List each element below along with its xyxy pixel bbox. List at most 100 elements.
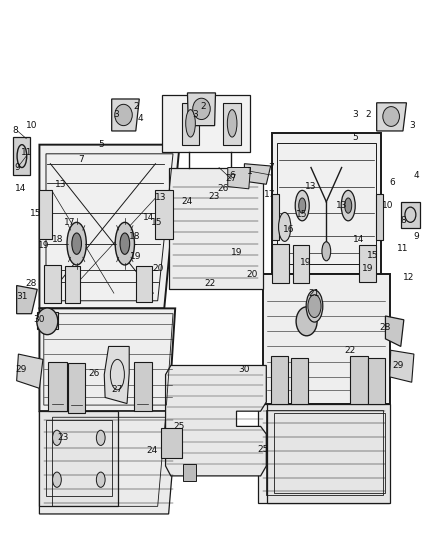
Polygon shape (134, 362, 152, 411)
Text: 14: 14 (143, 213, 155, 222)
Text: 7: 7 (78, 156, 84, 164)
Text: 15: 15 (296, 210, 307, 219)
Polygon shape (65, 266, 80, 303)
Polygon shape (17, 354, 43, 389)
Text: 26: 26 (88, 369, 100, 377)
Polygon shape (169, 167, 263, 289)
Ellipse shape (72, 233, 81, 254)
Text: 8: 8 (400, 216, 406, 225)
Text: 13: 13 (155, 193, 167, 203)
Polygon shape (112, 99, 139, 131)
Text: 3: 3 (409, 121, 415, 130)
Bar (183, 464, 196, 481)
Text: 9: 9 (14, 163, 21, 172)
Text: 18: 18 (52, 236, 64, 244)
Text: 13: 13 (336, 201, 347, 210)
Polygon shape (39, 411, 177, 514)
Text: 29: 29 (15, 365, 27, 374)
Polygon shape (263, 274, 390, 403)
Polygon shape (162, 95, 250, 152)
Ellipse shape (279, 213, 291, 241)
Text: 12: 12 (403, 273, 414, 282)
Ellipse shape (193, 98, 210, 119)
Polygon shape (350, 357, 368, 403)
Polygon shape (385, 316, 404, 346)
Text: 9: 9 (413, 231, 419, 240)
Text: 30: 30 (33, 316, 44, 324)
Text: 10: 10 (26, 121, 37, 130)
Polygon shape (291, 358, 308, 403)
Text: 30: 30 (239, 365, 250, 374)
Polygon shape (272, 133, 381, 274)
Ellipse shape (306, 290, 323, 322)
Polygon shape (182, 103, 199, 144)
Polygon shape (104, 346, 129, 403)
Circle shape (96, 472, 105, 487)
Text: 3: 3 (113, 110, 119, 119)
Polygon shape (187, 93, 215, 126)
Ellipse shape (299, 198, 306, 213)
Polygon shape (244, 164, 271, 184)
Ellipse shape (37, 308, 58, 335)
Text: 19: 19 (231, 248, 242, 257)
Polygon shape (68, 363, 85, 413)
Ellipse shape (341, 190, 355, 221)
Text: 14: 14 (353, 236, 364, 244)
Text: 3: 3 (352, 110, 358, 119)
Text: 19: 19 (300, 258, 311, 267)
Text: 24: 24 (147, 446, 158, 455)
Text: 15: 15 (30, 209, 42, 217)
Text: 5: 5 (98, 140, 104, 149)
Text: 14: 14 (15, 184, 27, 193)
Polygon shape (377, 103, 406, 131)
Text: 13: 13 (305, 182, 317, 191)
Text: 4: 4 (138, 114, 143, 123)
Polygon shape (271, 357, 288, 403)
Ellipse shape (67, 222, 86, 265)
Polygon shape (39, 309, 175, 411)
Text: 21: 21 (309, 289, 320, 297)
Text: 19: 19 (362, 263, 374, 272)
Text: 23: 23 (208, 192, 219, 201)
Text: 8: 8 (12, 126, 18, 135)
Circle shape (96, 430, 105, 446)
Polygon shape (258, 403, 389, 503)
Text: 11: 11 (21, 148, 33, 157)
Ellipse shape (120, 233, 130, 254)
Text: 3: 3 (192, 110, 198, 119)
Circle shape (53, 472, 61, 487)
Text: 17: 17 (264, 190, 275, 199)
Polygon shape (359, 245, 376, 282)
Text: 19: 19 (130, 252, 141, 261)
Polygon shape (37, 312, 58, 329)
Polygon shape (48, 362, 67, 411)
Polygon shape (272, 194, 279, 240)
Text: 27: 27 (112, 385, 123, 394)
Text: 27: 27 (226, 174, 237, 183)
Text: 6: 6 (229, 171, 235, 180)
Ellipse shape (345, 198, 352, 213)
Text: 7: 7 (268, 163, 274, 172)
Polygon shape (17, 286, 37, 314)
Polygon shape (39, 144, 180, 309)
Ellipse shape (383, 107, 399, 126)
Polygon shape (390, 350, 414, 382)
Text: 28: 28 (26, 279, 37, 288)
Text: 24: 24 (182, 197, 193, 206)
Polygon shape (293, 245, 309, 283)
Text: 11: 11 (397, 245, 409, 254)
Polygon shape (401, 202, 420, 229)
Text: 19: 19 (38, 241, 49, 249)
Text: 26: 26 (218, 184, 229, 193)
Polygon shape (272, 244, 289, 283)
Text: 15: 15 (151, 218, 162, 227)
Text: 4: 4 (413, 171, 419, 180)
Text: 10: 10 (382, 201, 393, 210)
Text: 2: 2 (365, 110, 371, 119)
Polygon shape (223, 103, 241, 144)
Ellipse shape (115, 104, 132, 126)
Ellipse shape (296, 307, 317, 336)
Polygon shape (39, 190, 52, 239)
Ellipse shape (295, 190, 309, 221)
Text: 25: 25 (173, 422, 184, 431)
